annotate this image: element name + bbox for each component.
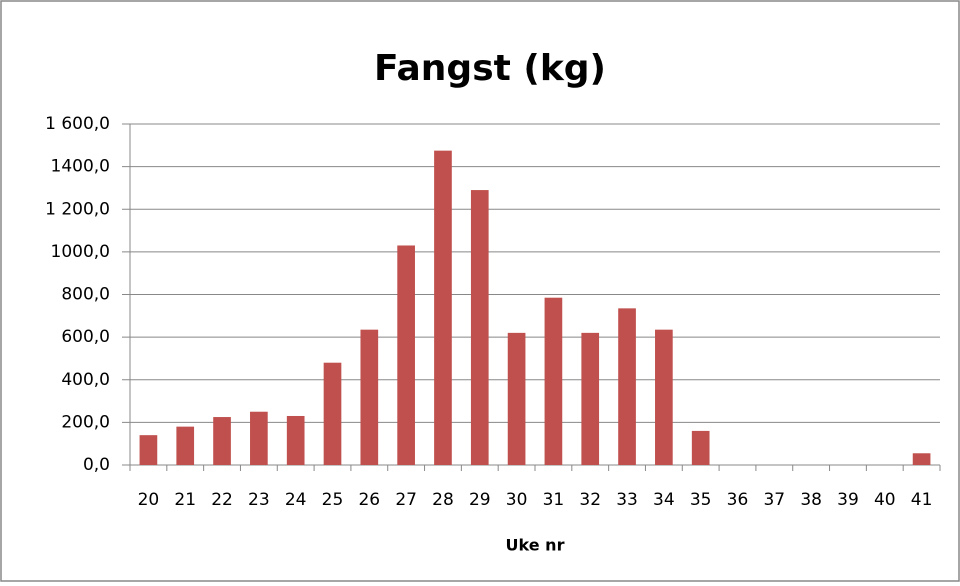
bar [213,417,231,465]
x-tick-label: 27 [395,490,417,510]
bar [286,415,305,465]
x-tick-label: 38 [800,490,822,510]
y-tick-label: 200,0 [61,412,110,432]
x-tick-label: 22 [211,490,233,510]
x-tick-label: 34 [653,490,675,510]
bar [912,453,931,465]
x-tick-label: 39 [837,490,859,510]
bar [360,329,379,465]
x-tick-label: 33 [616,490,638,510]
bar [581,332,600,465]
x-tick-label: 30 [506,490,528,510]
y-tick-label: 1000,0 [51,242,110,262]
bar [618,308,636,465]
bar [139,435,158,465]
y-tick-label: 400,0 [61,370,110,390]
y-tick-label: 800,0 [61,285,110,305]
bar [470,190,489,465]
x-tick-label: 20 [138,490,160,510]
bar [323,362,342,465]
bar [691,430,710,465]
x-tick-label: 35 [690,490,712,510]
y-tick-label: 1 200,0 [45,199,110,219]
x-tick-label: 24 [285,490,307,510]
bar [176,426,195,465]
y-tick-label: 1400,0 [51,157,110,177]
x-tick-label: 26 [358,490,380,510]
y-tick-label: 1 600,0 [45,114,110,134]
x-tick-label: 40 [874,490,896,510]
x-tick-label: 31 [543,490,565,510]
x-tick-label: 21 [174,490,196,510]
x-tick-label: 37 [763,490,785,510]
x-tick-label: 25 [322,490,344,510]
x-tick-label: 36 [727,490,749,510]
chart-title: Fangst (kg) [374,48,606,89]
x-tick-label: 28 [432,490,454,510]
x-tick-label: 29 [469,490,491,510]
y-tick-label: 600,0 [61,327,110,347]
bar [655,329,673,465]
bar [507,332,526,465]
bar [434,150,452,465]
bar [397,245,415,465]
bar [544,297,563,465]
x-tick-label: 41 [911,490,933,510]
x-tick-label: 32 [579,490,601,510]
y-tick-label: 0,0 [83,455,110,475]
x-tick-label: 23 [248,490,270,510]
x-axis-title: Uke nr [506,536,565,555]
bar [250,411,268,465]
